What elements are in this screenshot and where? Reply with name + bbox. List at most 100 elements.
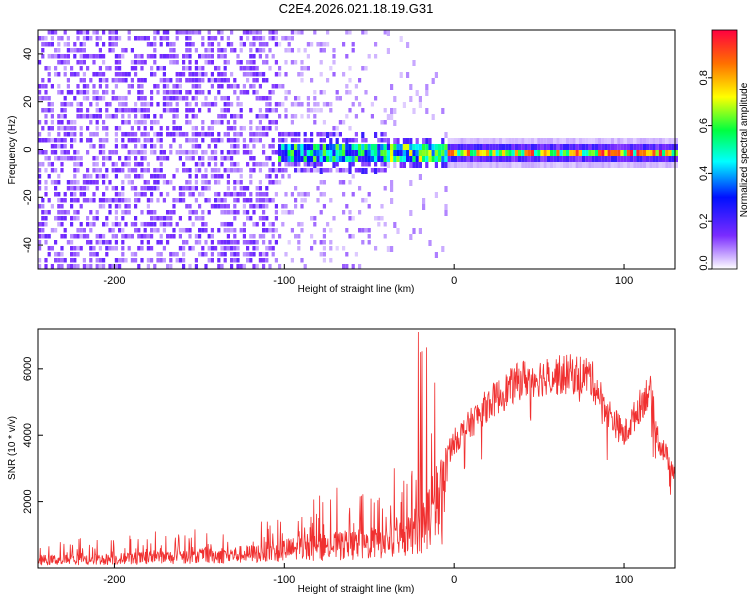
spectrogram-cell: [463, 162, 467, 168]
spectrogram-cell: [105, 216, 109, 221]
spectrogram-cell: [73, 156, 77, 161]
spectrogram-cell: [153, 30, 157, 35]
spectrogram-cell: [114, 66, 118, 71]
spectrogram-cell: [210, 78, 214, 83]
spectrogram-cell: [223, 48, 227, 53]
spectrogram-cell: [194, 174, 198, 179]
spectrogram-cell: [358, 102, 362, 107]
spectrogram-cell: [146, 108, 150, 113]
spectrogram-cell: [262, 36, 266, 41]
spectrogram-cell: [585, 156, 589, 162]
spectrogram-cell: [114, 174, 118, 179]
spectrogram-cell: [188, 156, 192, 161]
spectrogram-cell: [182, 72, 186, 77]
spectrogram-cell: [159, 156, 163, 161]
spectrogram-cell: [636, 162, 640, 168]
spectrogram-cell: [210, 54, 214, 59]
spectrogram-cell: [313, 216, 317, 221]
spectrogram-cell: [223, 60, 227, 65]
spectrogram-cell: [639, 162, 643, 168]
spectrogram-cell: [159, 114, 163, 119]
spectrogram-cell: [188, 54, 192, 59]
spectrogram-cell: [50, 36, 54, 41]
spectrogram-cell: [217, 258, 221, 263]
spectrogram-cell: [121, 120, 125, 125]
spectrogram-cell: [137, 234, 141, 239]
spectrogram-cell: [121, 138, 125, 143]
spectrogram-cell: [153, 120, 157, 125]
spectrogram-cell: [137, 198, 141, 203]
spectrogram-cell: [66, 264, 70, 269]
spectrogram-cell: [166, 216, 170, 221]
spectrogram-cell: [556, 156, 560, 162]
spectrogram-cell: [479, 144, 483, 150]
spectrogram-cell: [185, 180, 189, 185]
spectrogram-cell: [182, 252, 186, 257]
spectrogram-cell: [217, 180, 221, 185]
spectrogram-cell: [188, 264, 192, 269]
spectrogram-cell: [233, 120, 237, 125]
spectrogram-cell: [201, 78, 205, 83]
spectrogram-cell: [175, 30, 179, 35]
spectrogram-cell: [601, 138, 605, 144]
spectrogram-cell: [124, 174, 128, 179]
spectrogram-cell: [540, 162, 544, 168]
spectrogram-cell: [137, 54, 141, 59]
spectrogram-cell: [313, 156, 317, 162]
spectrogram-cell: [95, 216, 99, 221]
spectrogram-cell: [210, 102, 214, 107]
spectrogram-cell: [434, 162, 438, 168]
spectrogram-cell: [316, 42, 320, 47]
spectrogram-cell: [111, 228, 115, 233]
spectrogram-cell: [38, 60, 42, 65]
colorbar-tick-label: 0.8: [698, 70, 710, 85]
spectrogram-cell: [306, 114, 310, 119]
spectrogram-cell: [278, 144, 282, 150]
colorbar-tick-label: 0.2: [698, 214, 710, 229]
spectrogram-cell: [82, 48, 86, 53]
spectrogram-cell: [143, 150, 147, 155]
spectrogram-cell: [322, 132, 326, 137]
spectrogram-cell: [204, 102, 208, 107]
spectrogram-cell: [569, 156, 573, 162]
spectrogram-cell: [98, 264, 102, 269]
spectrogram-cell: [652, 156, 656, 162]
spectrogram-cell: [354, 84, 358, 89]
spectrogram-cell: [281, 174, 285, 179]
spectrogram-cell: [108, 36, 112, 41]
spectrogram-cell: [287, 240, 291, 245]
spectrogram-cell: [60, 36, 64, 41]
spectrogram-cell: [543, 138, 547, 144]
spectrogram-cell: [425, 144, 429, 150]
spectrogram-cell: [492, 156, 496, 162]
spectrogram-cell: [402, 144, 406, 150]
spectrogram-cell: [332, 216, 336, 221]
spectrogram-cell: [258, 120, 262, 125]
spectrogram-cell: [50, 30, 54, 35]
spectrogram-cell: [530, 162, 534, 168]
spectrogram-cell: [127, 30, 131, 35]
spectrogram-cell: [428, 144, 432, 150]
spectrogram-cell: [342, 120, 346, 125]
snr-y-label: SNR (10 * v/v): [7, 416, 18, 480]
spectrogram-cell: [287, 150, 291, 156]
spectrogram-cell: [146, 42, 150, 47]
spectrogram-cell: [50, 126, 54, 131]
spectrogram-cell: [102, 126, 106, 131]
spectrogram-cell: [102, 42, 106, 47]
spectrogram-cell: [50, 204, 54, 209]
spectrogram-cell: [207, 186, 211, 191]
spectrogram-cell: [201, 180, 205, 185]
spectrogram-cell: [220, 204, 224, 209]
spectrogram-cell: [191, 114, 195, 119]
spectrogram-cell: [345, 144, 349, 150]
spectrogram-cell: [486, 144, 490, 150]
spectrogram-cell: [198, 144, 202, 149]
spectrogram-cell: [220, 162, 224, 167]
spectrogram-cell: [44, 120, 48, 125]
spectrogram-cell: [441, 150, 445, 156]
spectrogram-cell: [233, 234, 237, 239]
spectrogram-cell: [111, 168, 115, 173]
spectrogram-cell: [220, 78, 224, 83]
